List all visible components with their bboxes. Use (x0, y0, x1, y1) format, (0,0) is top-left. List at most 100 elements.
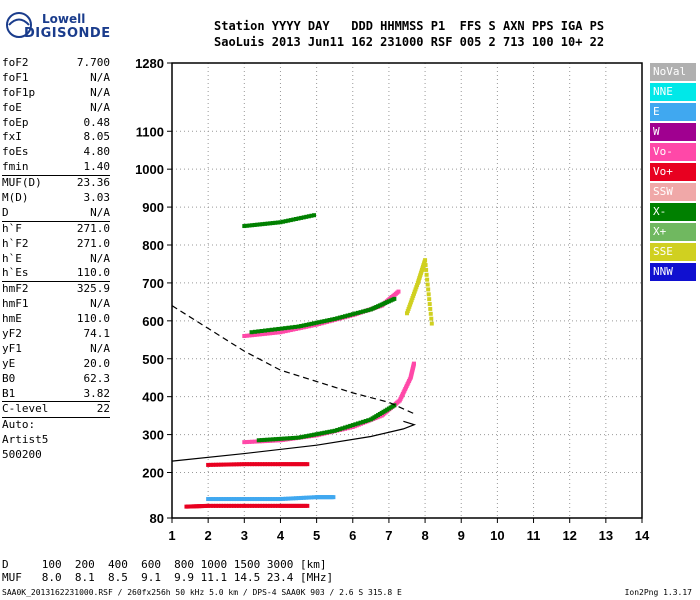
data-point (293, 217, 298, 221)
data-point (247, 223, 252, 228)
data-point (244, 462, 249, 467)
data-point (429, 316, 434, 321)
legend-item-x-: X- (650, 203, 696, 221)
data-point (249, 330, 254, 335)
legend-item-ssw: SSW (650, 183, 696, 201)
data-point (343, 425, 348, 430)
param-name: foF2 (2, 56, 29, 69)
data-point (268, 221, 273, 226)
data-point (290, 503, 295, 508)
param-row: h`F2 271.0 (2, 237, 110, 252)
data-point (355, 421, 360, 426)
data-point (273, 437, 278, 442)
data-point (423, 258, 428, 263)
data-point (294, 503, 299, 508)
data-point (255, 462, 260, 467)
data-point (353, 422, 358, 427)
param-name: MUF(D) (2, 176, 42, 190)
param-name: hmE (2, 312, 22, 326)
data-point (262, 437, 267, 442)
y-tick-label: 500 (142, 352, 164, 367)
param-value: N/A (90, 251, 110, 265)
data-point (273, 330, 278, 335)
data-point (361, 419, 366, 424)
data-point (314, 320, 319, 325)
param-value: 110.0 (76, 266, 110, 280)
data-point (292, 462, 297, 467)
data-point (410, 296, 415, 301)
data-point (291, 496, 296, 501)
data-point (244, 497, 249, 502)
data-point (296, 324, 301, 329)
data-point (213, 497, 218, 502)
data-point (358, 420, 363, 425)
param-row: foEs 4.80 (2, 145, 110, 160)
param-name: B1 (2, 386, 16, 400)
x-tick-label: 10 (490, 528, 504, 543)
data-point (306, 214, 311, 219)
param-name: hmF2 (2, 282, 29, 296)
data-point (280, 503, 285, 508)
data-point (332, 428, 337, 433)
legend-item-nne: NNE (650, 83, 696, 101)
legend-item-noval: NoVal (650, 63, 696, 81)
data-point (286, 218, 291, 223)
data-point (244, 440, 249, 445)
data-point (278, 330, 283, 335)
legend-item-w: W (650, 123, 696, 141)
data-point (234, 503, 239, 508)
param-value: 4.80 (83, 145, 111, 159)
distance-muf-table: D 100 200 400 600 800 1000 1500 3000 [km… (2, 558, 333, 584)
data-point (288, 328, 293, 333)
data-point (355, 310, 360, 315)
data-point (293, 326, 298, 331)
data-point (411, 293, 416, 298)
data-point (270, 497, 275, 502)
data-point (293, 496, 298, 501)
param-value: 22 (96, 402, 110, 416)
data-point (309, 433, 314, 438)
data-point (343, 314, 348, 319)
data-point (322, 430, 327, 435)
data-point (255, 503, 260, 508)
data-point (285, 436, 290, 441)
data-point (322, 319, 327, 324)
data-point (244, 223, 249, 228)
data-point (348, 312, 353, 317)
data-point (221, 497, 226, 502)
data-point (411, 291, 416, 296)
data-point (260, 222, 265, 227)
data-point (273, 503, 278, 508)
data-point (281, 219, 286, 224)
param-name: fmin (2, 160, 29, 174)
data-point (366, 308, 371, 313)
legend-item-vo-: Vo- (650, 143, 696, 161)
data-point (262, 328, 267, 333)
data-point (242, 462, 247, 467)
data-point (335, 427, 340, 432)
x-tick-label: 4 (277, 528, 285, 543)
data-point (265, 503, 270, 508)
param-separator (2, 175, 110, 177)
data-point (239, 462, 244, 467)
param-separator (2, 220, 110, 222)
data-point (219, 462, 224, 467)
polarization-legend: NoVal NNE E W Vo- Vo+ SSW X- X+ SSE NNW (650, 63, 696, 283)
x-tick-label: 2 (205, 528, 212, 543)
data-point (392, 296, 397, 301)
data-point (296, 496, 301, 501)
data-point (255, 332, 260, 337)
param-value: 1.40 (83, 160, 111, 174)
data-point (314, 432, 319, 437)
x-tick-label: 12 (562, 528, 576, 543)
logo-text-digisonde: DIGISONDE (24, 26, 111, 41)
data-point (332, 316, 337, 321)
muf-row: MUF 8.0 8.1 8.5 9.1 9.9 11.1 14.5 23.4 [… (2, 571, 334, 584)
data-point (237, 503, 242, 508)
data-point (299, 215, 304, 220)
data-point (262, 503, 267, 508)
data-point (331, 495, 336, 500)
data-point (290, 435, 295, 440)
data-point (361, 309, 366, 314)
data-point (231, 503, 236, 508)
